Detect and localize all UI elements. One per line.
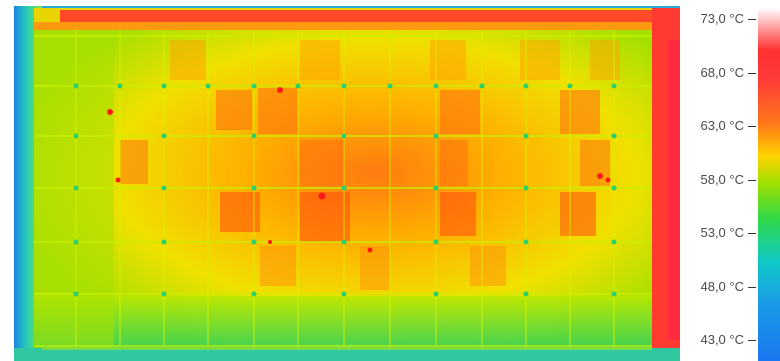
scale-label-43: 43,0 °C (700, 332, 744, 347)
scale-label-63: 63,0 °C (700, 118, 744, 133)
scale-tick (748, 180, 756, 181)
scale-label-48: 48,0 °C (700, 279, 744, 294)
scale-tick (748, 126, 756, 127)
scale-label-53: 53,0 °C (700, 225, 744, 240)
scale-tick (748, 340, 756, 341)
temperature-colorbar (758, 8, 780, 361)
scale-label-73: 73,0 °C (700, 11, 744, 26)
scale-label-58: 58,0 °C (700, 172, 744, 187)
scale-tick (748, 19, 756, 20)
scale-tick (748, 73, 756, 74)
scale-tick (748, 287, 756, 288)
scale-label-68: 68,0 °C (700, 65, 744, 80)
scale-tick (748, 233, 756, 234)
temperature-scale: 73,0 °C 68,0 °C 63,0 °C 58,0 °C 53,0 °C … (676, 0, 756, 361)
